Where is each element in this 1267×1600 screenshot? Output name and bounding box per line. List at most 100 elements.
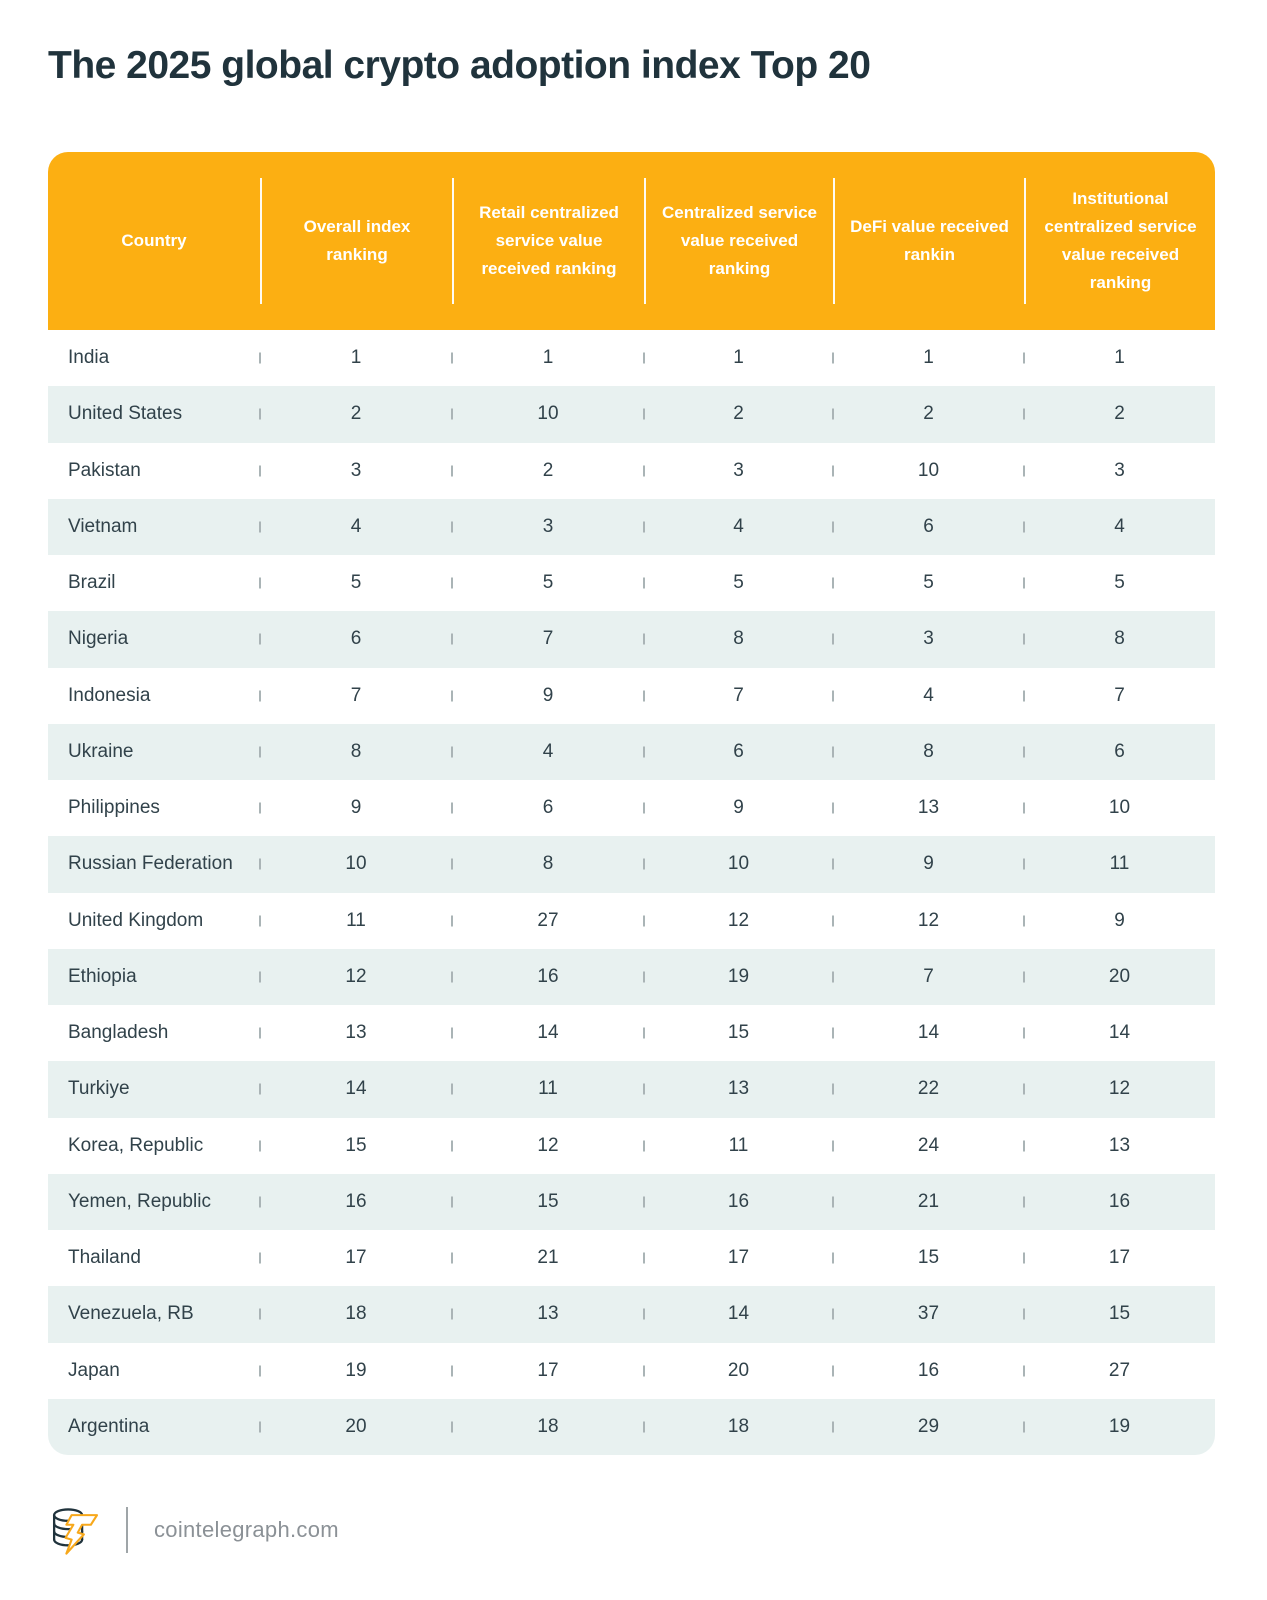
country-cell: United Kingdom: [68, 909, 204, 931]
rank-cell: 14: [644, 1286, 833, 1342]
rank-cell: 27: [452, 893, 644, 949]
rank-cell: 17: [260, 1230, 452, 1286]
crypto-adoption-table: Country Overall index ranking Retail cen…: [48, 152, 1215, 1455]
rank-cell: 13: [452, 1286, 644, 1342]
rank-cell: 20: [260, 1399, 452, 1455]
rank-cell: 1: [833, 330, 1024, 386]
rank-cell: 4: [452, 724, 644, 780]
rank-cell: 27: [1024, 1343, 1215, 1399]
table-row: United Kingdom 11 27 12 12 9: [48, 893, 1215, 949]
rank-cell: 13: [1024, 1118, 1215, 1174]
rank-cell: 9: [644, 780, 833, 836]
country-cell: Thailand: [68, 1247, 141, 1269]
rank-cell: 12: [260, 949, 452, 1005]
table-row: Brazil 5 5 5 5 5: [48, 555, 1215, 611]
table-row: Pakistan 3 2 3 10 3: [48, 443, 1215, 499]
rank-cell: 6: [452, 780, 644, 836]
column-header-defi: DeFi value received rankin: [833, 178, 1024, 304]
country-cell: Nigeria: [68, 628, 129, 650]
table-body: India 1 1 1 1 1 United States 2 10 2 2 2 Pakistan 3 2 3…: [48, 330, 1215, 1455]
rank-cell: 13: [260, 1005, 452, 1061]
rank-cell: 3: [1024, 443, 1215, 499]
country-cell: Ethiopia: [68, 965, 137, 987]
rank-cell: 18: [260, 1286, 452, 1342]
column-header-country: Country: [121, 230, 187, 250]
rank-cell: 9: [1024, 893, 1215, 949]
rank-cell: 3: [833, 611, 1024, 667]
table-row: Bangladesh 13 14 15 14 14: [48, 1005, 1215, 1061]
country-cell: Korea, Republic: [68, 1134, 204, 1156]
rank-cell: 8: [260, 724, 452, 780]
rank-cell: 2: [833, 386, 1024, 442]
table-row: Ethiopia 12 16 19 7 20: [48, 948, 1215, 1005]
rank-cell: 11: [644, 1118, 833, 1174]
rank-cell: 6: [833, 499, 1024, 555]
rank-cell: 22: [833, 1061, 1024, 1117]
table-header-row: Country Overall index ranking Retail cen…: [48, 152, 1215, 330]
rank-cell: 29: [833, 1399, 1024, 1455]
rank-cell: 16: [260, 1174, 452, 1230]
rank-cell: 6: [1024, 724, 1215, 780]
column-header-retail-centralized: Retail centralized service value receive…: [452, 178, 644, 304]
rank-cell: 4: [1024, 499, 1215, 555]
rank-cell: 8: [1024, 611, 1215, 667]
rank-cell: 15: [452, 1174, 644, 1230]
rank-cell: 12: [644, 893, 833, 949]
country-cell: Japan: [68, 1359, 120, 1381]
rank-cell: 9: [260, 780, 452, 836]
rank-cell: 1: [452, 330, 644, 386]
rank-cell: 14: [260, 1061, 452, 1117]
rank-cell: 19: [644, 949, 833, 1005]
rank-cell: 9: [452, 668, 644, 724]
rank-cell: 8: [452, 836, 644, 892]
rank-cell: 10: [644, 836, 833, 892]
country-cell: Brazil: [68, 572, 116, 594]
rank-cell: 16: [833, 1343, 1024, 1399]
rank-cell: 19: [1024, 1399, 1215, 1455]
table-row: Argentina 20 18 18 29 19: [48, 1398, 1215, 1455]
rank-cell: 6: [644, 724, 833, 780]
rank-cell: 15: [833, 1230, 1024, 1286]
rank-cell: 3: [260, 443, 452, 499]
rank-cell: 21: [833, 1174, 1024, 1230]
column-header-centralized: Centralized service value received ranki…: [644, 178, 833, 304]
rank-cell: 11: [260, 893, 452, 949]
footer-divider: [126, 1507, 128, 1553]
table-row: United States 2 10 2 2 2: [48, 386, 1215, 443]
rank-cell: 8: [644, 611, 833, 667]
rank-cell: 11: [452, 1061, 644, 1117]
rank-cell: 7: [452, 611, 644, 667]
rank-cell: 16: [644, 1174, 833, 1230]
country-cell: Russian Federation: [68, 853, 233, 875]
rank-cell: 7: [833, 949, 1024, 1005]
rank-cell: 24: [833, 1118, 1024, 1174]
country-cell: Pakistan: [68, 459, 141, 481]
rank-cell: 7: [260, 668, 452, 724]
rank-cell: 2: [1024, 386, 1215, 442]
rank-cell: 5: [260, 555, 452, 611]
rank-cell: 5: [833, 555, 1024, 611]
table-row: India 1 1 1 1 1: [48, 330, 1215, 386]
rank-cell: 2: [452, 443, 644, 499]
rank-cell: 4: [260, 499, 452, 555]
rank-cell: 4: [644, 499, 833, 555]
rank-cell: 10: [260, 836, 452, 892]
table-row: Philippines 9 6 9 13 10: [48, 780, 1215, 836]
rank-cell: 3: [644, 443, 833, 499]
rank-cell: 12: [833, 893, 1024, 949]
column-header-overall-index: Overall index ranking: [260, 178, 452, 304]
rank-cell: 37: [833, 1286, 1024, 1342]
table-row: Nigeria 6 7 8 3 8: [48, 611, 1215, 668]
table-row: Ukraine 8 4 6 8 6: [48, 723, 1215, 780]
table-row: Indonesia 7 9 7 4 7: [48, 668, 1215, 724]
table-row: Japan 19 17 20 16 27: [48, 1343, 1215, 1399]
rank-cell: 1: [1024, 330, 1215, 386]
rank-cell: 8: [833, 724, 1024, 780]
cointelegraph-coins-bolt-icon: [52, 1508, 99, 1555]
rank-cell: 14: [1024, 1005, 1215, 1061]
country-cell: Vietnam: [68, 515, 138, 537]
table-row: Turkiye 14 11 13 22 12: [48, 1061, 1215, 1118]
footer-site-link[interactable]: cointelegraph.com: [154, 1517, 339, 1542]
rank-cell: 20: [1024, 949, 1215, 1005]
